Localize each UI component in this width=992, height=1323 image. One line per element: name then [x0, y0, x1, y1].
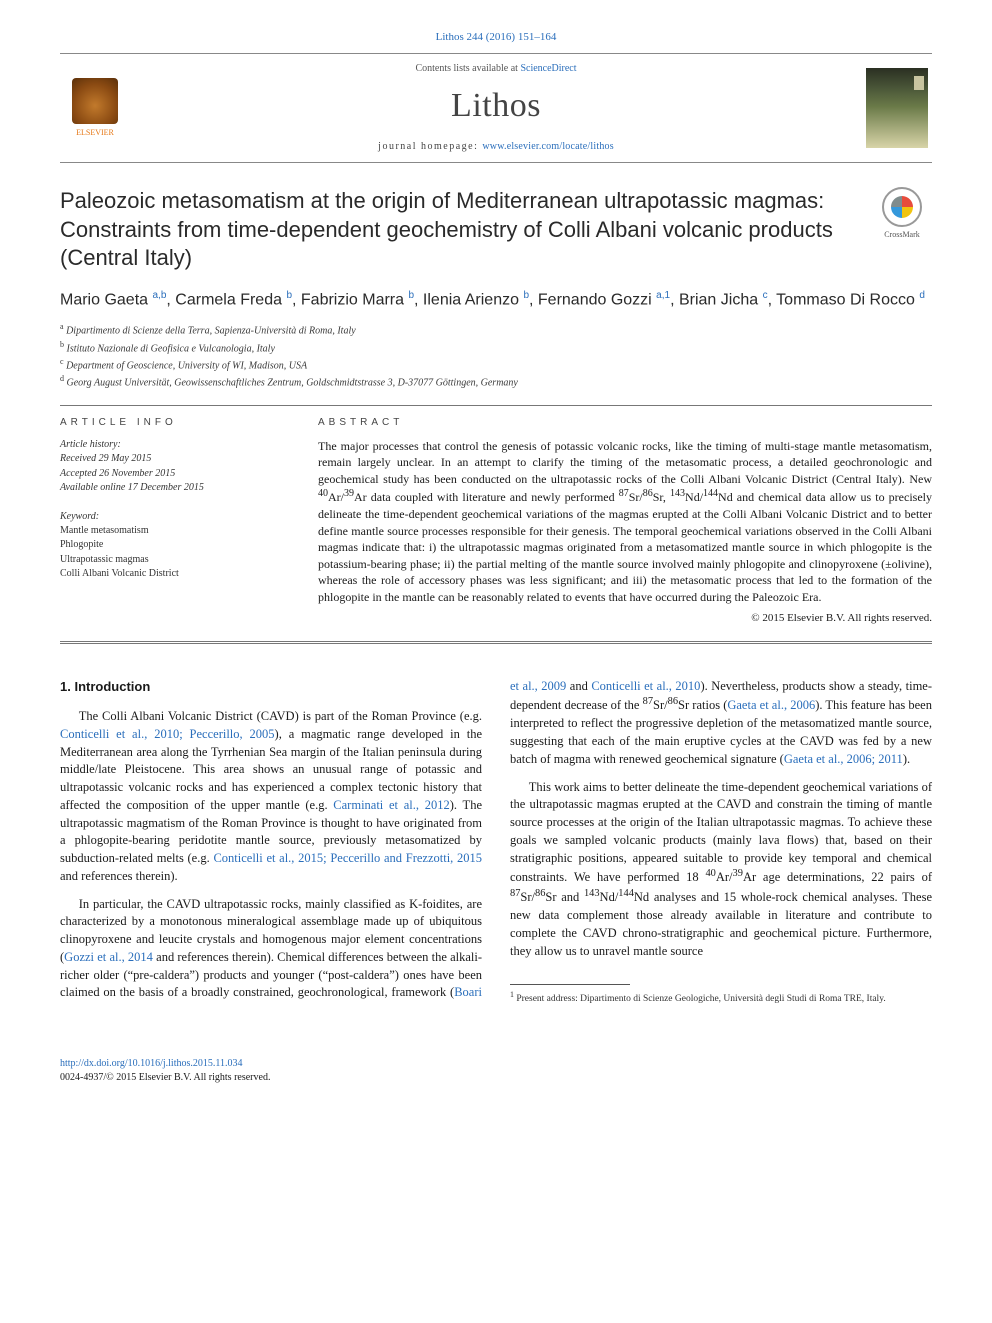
affiliation-item: c Department of Geoscience, University o… [60, 356, 932, 373]
footnote-rule [510, 984, 630, 985]
affiliations: a Dipartimento di Scienze della Terra, S… [60, 321, 932, 390]
issn-line: 0024-4937/© 2015 Elsevier B.V. All right… [60, 1072, 270, 1083]
body-columns: 1. Introduction The Colli Albani Volcanic… [60, 678, 932, 1007]
abstract-heading: ABSTRACT [318, 416, 932, 430]
body-paragraph: The Colli Albani Volcanic District (CAVD… [60, 708, 482, 886]
history-accepted: Accepted 26 November 2015 [60, 467, 290, 482]
publisher-label: ELSEVIER [76, 127, 114, 138]
doi-link[interactable]: http://dx.doi.org/10.1016/j.lithos.2015.… [60, 1058, 243, 1069]
article-history: Article history: Received 29 May 2015 Ac… [60, 438, 290, 496]
crossmark-icon [882, 187, 922, 227]
keyword-item: Mantle metasomatism [60, 524, 290, 539]
journal-name: Lithos [140, 82, 852, 130]
abstract-text: The major processes that control the gen… [318, 438, 932, 605]
keyword-item: Phlogopite [60, 538, 290, 553]
footnote: 1 Present address: Dipartimento di Scien… [510, 989, 932, 1007]
affiliation-item: b Istituto Nazionale di Geofisica e Vulc… [60, 339, 932, 356]
section-heading: 1. Introduction [60, 678, 482, 696]
contents-prefix: Contents lists available at [415, 63, 520, 74]
history-online: Available online 17 December 2015 [60, 481, 290, 496]
keywords-list: Mantle metasomatismPhlogopiteUltrapotass… [60, 524, 290, 582]
divider-rule [60, 405, 932, 406]
page-footer: http://dx.doi.org/10.1016/j.lithos.2015.… [60, 1057, 932, 1085]
abstract-col: ABSTRACT The major processes that contro… [318, 416, 932, 627]
homepage-prefix: journal homepage: [378, 141, 482, 152]
article-title: Paleozoic metasomatism at the origin of … [60, 187, 852, 273]
authors-line: Mario Gaeta a,b, Carmela Freda b, Fabriz… [60, 289, 932, 312]
homepage-link[interactable]: www.elsevier.com/locate/lithos [482, 141, 613, 152]
keyword-item: Ultrapotassic magmas [60, 553, 290, 568]
title-block: Paleozoic metasomatism at the origin of … [60, 187, 932, 273]
homepage-line: journal homepage: www.elsevier.com/locat… [140, 140, 852, 154]
elsevier-logo: ELSEVIER [65, 73, 125, 143]
history-received: Received 29 May 2015 [60, 452, 290, 467]
history-label: Article history: [60, 438, 290, 453]
keywords-label: Keyword: [60, 510, 290, 524]
journal-reference-link[interactable]: Lithos 244 (2016) 151–164 [436, 31, 557, 43]
journal-reference: Lithos 244 (2016) 151–164 [60, 30, 932, 45]
contents-line: Contents lists available at ScienceDirec… [140, 62, 852, 76]
crossmark-label: CrossMark [884, 229, 920, 240]
affiliation-item: a Dipartimento di Scienze della Terra, S… [60, 321, 932, 338]
publisher-logo-wrap: ELSEVIER [60, 68, 130, 148]
info-abstract-row: ARTICLE INFO Article history: Received 2… [60, 416, 932, 627]
article-info-col: ARTICLE INFO Article history: Received 2… [60, 416, 290, 627]
affiliation-item: d Georg August Universität, Geowissensch… [60, 373, 932, 390]
section-divider [60, 641, 932, 644]
keyword-item: Colli Albani Volcanic District [60, 567, 290, 582]
crossmark-badge[interactable]: CrossMark [872, 187, 932, 240]
body-paragraph: This work aims to better delineate the t… [510, 779, 932, 961]
article-info-heading: ARTICLE INFO [60, 416, 290, 430]
journal-cover-wrap [862, 68, 932, 148]
elsevier-tree-icon [72, 78, 118, 124]
masthead: ELSEVIER Contents lists available at Sci… [60, 53, 932, 163]
masthead-center: Contents lists available at ScienceDirec… [130, 62, 862, 154]
abstract-copyright: © 2015 Elsevier B.V. All rights reserved… [318, 611, 932, 626]
journal-cover-icon [866, 68, 928, 148]
sciencedirect-link[interactable]: ScienceDirect [520, 63, 576, 74]
